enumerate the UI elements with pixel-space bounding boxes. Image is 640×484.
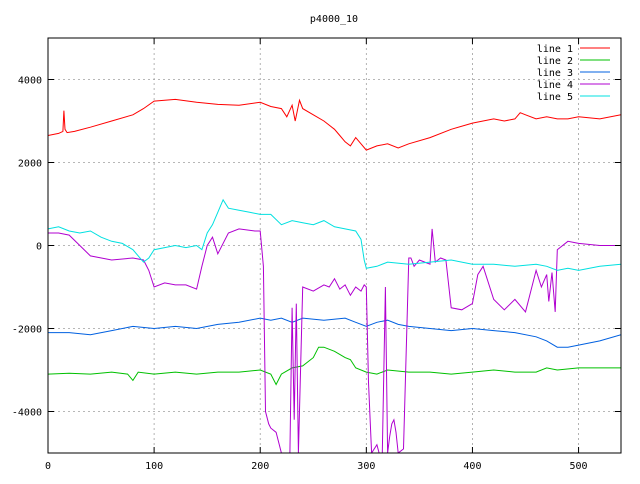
series-line-4 [48,228,621,453]
legend-label: line 2 [537,56,573,67]
legend-label: line 4 [537,80,573,91]
y-tick-label: 4000 [18,76,42,87]
x-tick-label: 400 [463,461,481,472]
series-line-1 [48,98,621,151]
legend-label: line 5 [537,92,573,103]
x-tick-label: 200 [251,461,269,472]
x-tick-label: 100 [145,461,163,472]
y-tick-label: -2000 [12,325,42,336]
chart-title: p4000_10 [310,14,358,25]
series-line-2 [48,346,621,386]
y-tick-label: 2000 [18,159,42,170]
legend-label: line 3 [537,68,573,79]
x-tick-label: 300 [357,461,375,472]
legend-label: line 1 [537,44,573,55]
x-tick-label: 0 [45,461,51,472]
plot-area [48,98,621,453]
grid [48,38,621,453]
y-tick-label: -4000 [12,408,42,419]
series-line-5 [48,198,621,271]
axis-ticks: 0 100 200 300 400 500 -4000 -2000 0 2000 4000 [12,38,621,472]
series-line-3 [48,317,621,348]
y-tick-label: 0 [36,242,42,253]
x-tick-label: 500 [570,461,588,472]
